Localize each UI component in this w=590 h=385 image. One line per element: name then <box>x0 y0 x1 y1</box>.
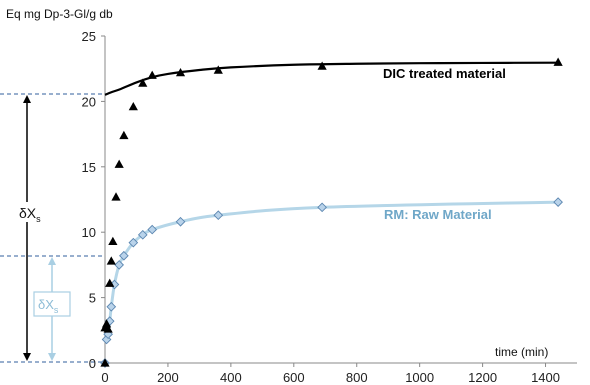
rm-data-point <box>147 224 158 235</box>
rm-fit-curve <box>105 200 559 340</box>
x-tick-label: 600 <box>283 370 305 385</box>
data-points <box>100 57 563 368</box>
dic-data-point <box>175 68 186 77</box>
dic-data-point <box>213 65 223 74</box>
dic-data-point <box>119 130 129 140</box>
delta-x-total-label: δXs <box>19 205 41 224</box>
x-tick-label: 1400 <box>531 370 560 385</box>
y-tick-label: 15 <box>82 160 96 175</box>
delta-x-total-arrowhead-top <box>23 95 31 103</box>
rm-data-point <box>553 197 563 207</box>
x-tick-label: 1000 <box>405 370 434 385</box>
dic-data-point <box>128 102 138 111</box>
dic-data-point <box>111 192 121 201</box>
delta-x-rm-arrowhead-top <box>48 257 56 265</box>
y-axis-ticks: 0 5 10 15 20 25 <box>82 29 105 371</box>
legend-rm: RM: Raw Material <box>384 207 492 222</box>
y-tick-label: 10 <box>82 225 96 240</box>
dic-data-point <box>114 159 124 168</box>
rm-data-point <box>175 216 186 227</box>
dic-data-point <box>147 70 157 79</box>
x-tick-label: 400 <box>220 370 242 385</box>
rm-data-point <box>119 250 129 261</box>
delta-x-rm-arrowhead-bottom <box>48 353 56 361</box>
dic-data-point <box>317 61 327 70</box>
dic-data-point <box>106 256 116 265</box>
y-tick-label: 5 <box>89 291 96 306</box>
dic-data-point <box>103 324 113 333</box>
dic-data-point <box>138 78 148 87</box>
dic-data-point <box>105 278 115 287</box>
rm-data-point <box>106 301 117 312</box>
fit-curves <box>104 61 559 340</box>
y-tick-label: 20 <box>82 94 96 109</box>
x-axis-title: time (min) <box>495 345 548 359</box>
rm-data-point <box>137 229 148 240</box>
legend-dic: DIC treated material <box>383 66 506 81</box>
rm-data-point <box>128 237 139 248</box>
y-axis-title: Eq mg Dp-3-Gl/g db <box>6 7 113 21</box>
y-tick-label: 25 <box>82 29 96 44</box>
x-tick-label: 0 <box>101 370 108 385</box>
y-tick-label: 0 <box>89 356 96 371</box>
rm-data-point <box>317 202 327 213</box>
delta-x-rm-label: δXs <box>38 297 59 315</box>
x-axis-ticks: 0 200 400 600 800 1000 1200 1400 <box>101 363 560 385</box>
delta-x-total-arrowhead-bottom <box>23 353 31 361</box>
rm-data-point <box>213 210 224 221</box>
rm-data-point <box>114 260 124 270</box>
dic-data-point <box>553 57 563 66</box>
dic-data-point <box>108 236 118 246</box>
x-tick-label: 1200 <box>468 370 497 385</box>
x-tick-label: 800 <box>346 370 368 385</box>
dic-data-point <box>100 358 110 367</box>
delta-x-rm-label-box <box>33 291 71 317</box>
delta-x-total-label-bg <box>18 202 40 222</box>
dic-fit-curve <box>104 61 559 96</box>
x-tick-label: 200 <box>157 370 179 385</box>
dic-data-point <box>101 319 112 328</box>
